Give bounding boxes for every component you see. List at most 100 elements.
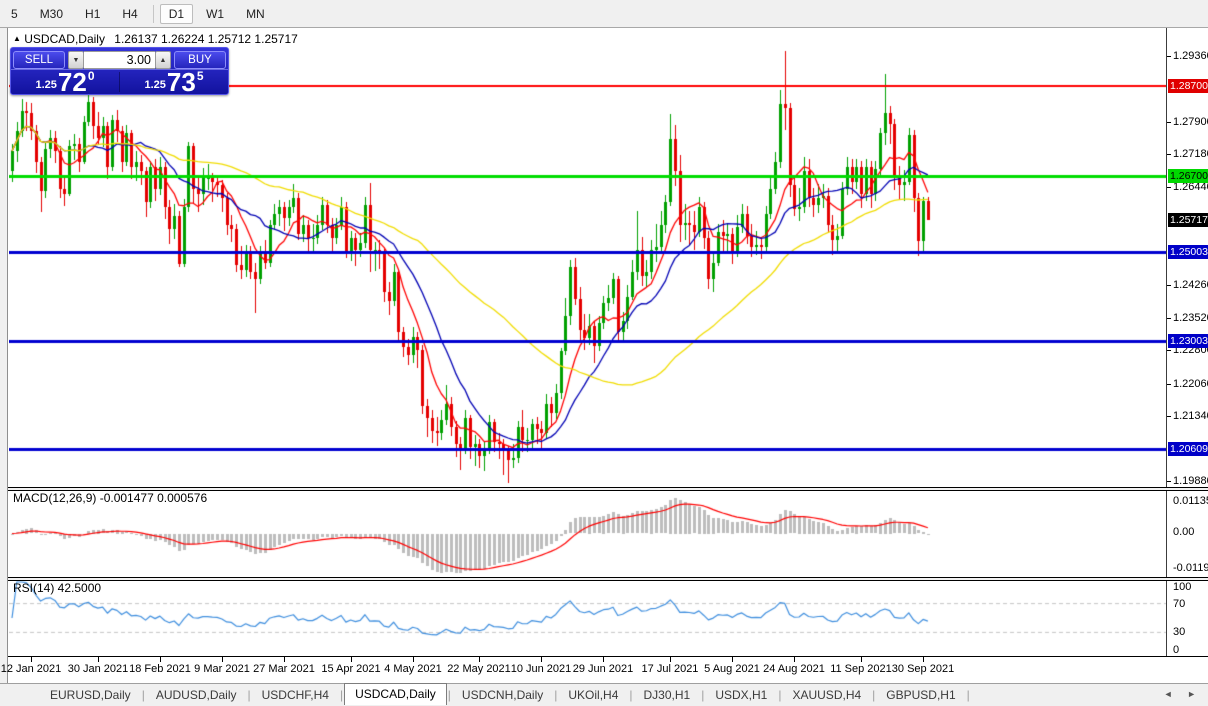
tab-separator: | [141, 688, 145, 702]
date-axis-tick [160, 657, 161, 662]
rsi-pane-bottom-border [8, 656, 1208, 657]
chart-ohlc-values: 1.26137 1.26224 1.25712 1.25717 [114, 32, 298, 46]
macd-pane-canvas[interactable] [9, 490, 1166, 577]
date-axis-label: 10 Jun 2021 [510, 663, 572, 675]
price-axis-tick [1167, 56, 1171, 57]
price-divider [119, 72, 120, 92]
sell-price-prefix: 1.25 [35, 79, 57, 91]
price-axis-label: 1.27180 [1173, 148, 1208, 161]
price-axis-tick [1167, 350, 1171, 351]
date-axis-tick [861, 657, 862, 662]
chart-window: ▲ USDCAD,Daily 1.26137 1.26224 1.25712 1… [0, 28, 1208, 683]
date-axis-tick [31, 657, 32, 662]
tab-separator: | [554, 688, 558, 702]
buy-price-button[interactable]: 1.25 73 5 [120, 67, 228, 97]
timeframe-button-H4[interactable]: H4 [122, 6, 138, 21]
tab-scroll-arrows[interactable]: ◄ ► [1163, 689, 1202, 699]
sell-price-button[interactable]: 1.25 72 0 [11, 69, 119, 95]
volume-spinner: ▼ 3.00 ▲ [68, 50, 171, 69]
tab-separator: | [629, 688, 633, 702]
price-axis[interactable]: 1.29360 1.27900 1.27180 1.26440 1.24260 1.235… [1166, 28, 1208, 657]
timeframe-button-D1[interactable]: D1 [159, 3, 194, 24]
pane-splitter-macd[interactable] [8, 487, 1208, 491]
date-axis-label: 22 May 2021 [447, 663, 511, 675]
date-axis[interactable]: 12 Jan 2021 30 Jan 2021 18 Feb 2021 9 Mar 2… [1, 657, 1208, 683]
date-axis-tick [284, 657, 285, 662]
price-axis-tick [1167, 285, 1171, 286]
price-axis-label: 1.21340 [1173, 409, 1208, 422]
volume-decrease-button[interactable]: ▼ [68, 50, 84, 69]
date-axis-label: 30 Jan 2021 [67, 663, 129, 675]
timeframe-button-5[interactable]: 5 [11, 6, 18, 21]
date-axis-label: 5 Aug 2021 [704, 663, 760, 675]
main-chart-canvas[interactable] [9, 30, 1166, 487]
price-axis-tick [1167, 318, 1171, 319]
chart-tab-USDCNH-Daily[interactable]: USDCNH,Daily [461, 688, 544, 702]
date-axis-label: 12 Jan 2021 [0, 663, 62, 675]
timeframe-button-MN[interactable]: MN [246, 6, 265, 21]
chart-tab-UKOil-H4[interactable]: UKOil,H4 [568, 688, 619, 702]
rsi-pane-canvas[interactable] [9, 580, 1166, 656]
rsi-axis-label: 30 [1173, 626, 1186, 639]
price-axis-label: 1.19880 [1173, 475, 1208, 488]
chart-tab-AUDUSD-Daily[interactable]: AUDUSD,Daily [155, 688, 237, 702]
date-axis-label: 29 Jun 2021 [572, 663, 634, 675]
chart-tab-EURUSD-Daily[interactable]: EURUSD,Daily [50, 688, 131, 702]
volume-increase-button[interactable]: ▲ [155, 50, 171, 69]
chart-tab-USDCAD-Daily[interactable]: USDCAD,Daily [344, 683, 447, 705]
tab-separator: | [966, 688, 970, 702]
date-axis-label: 9 Mar 2021 [194, 663, 250, 675]
price-axis-tick [1167, 187, 1171, 188]
price-axis-label: 1.24260 [1173, 278, 1208, 291]
date-axis-label: 27 Mar 2021 [253, 663, 315, 675]
price-axis-tick [1167, 154, 1171, 155]
chart-tab-XAUUSD-H4[interactable]: XAUUSD,H4 [792, 688, 862, 702]
date-axis-label: 11 Sep 2021 [830, 663, 892, 675]
date-axis-tick [98, 657, 99, 662]
timeframe-button-M30[interactable]: M30 [39, 6, 64, 21]
volume-input[interactable]: 3.00 [84, 50, 155, 69]
macd-axis-label: -0.01190 [1173, 562, 1208, 574]
buy-price-prefix: 1.25 [144, 79, 166, 91]
timeframe-toolbar: 5 M30 H1 H4 D1 W1 MN [0, 0, 1208, 28]
date-axis-tick [732, 657, 733, 662]
chart-tab-USDCHF-H4[interactable]: USDCHF,H4 [261, 688, 329, 702]
price-axis-tag: 1.25717 [1168, 212, 1208, 227]
toolbar-divider [152, 4, 154, 23]
date-axis-tick [794, 657, 795, 662]
sell-price-sup: 0 [87, 69, 95, 83]
collapse-panel-icon[interactable]: ▲ [13, 34, 21, 43]
date-axis-tick [670, 657, 671, 662]
chart-tab-USDX-H1[interactable]: USDX,H1 [715, 688, 768, 702]
buy-price-sup: 5 [196, 69, 204, 83]
price-axis-tag: 1.25003 [1168, 244, 1208, 259]
tab-separator: | [247, 688, 251, 702]
buy-button[interactable]: BUY [174, 50, 226, 69]
pane-splitter-rsi[interactable] [8, 577, 1208, 581]
tab-separator: | [447, 688, 451, 702]
date-axis-tick [351, 657, 352, 662]
price-axis-label: 1.23520 [1173, 312, 1208, 325]
rsi-axis-label: 70 [1173, 597, 1186, 610]
price-axis-tick [1167, 416, 1171, 417]
chart-tab-DJ30-H1[interactable]: DJ30,H1 [643, 688, 691, 702]
date-axis-tick [603, 657, 604, 662]
date-axis-tick [222, 657, 223, 662]
buy-price-big: 73 [166, 67, 196, 97]
date-axis-tick [479, 657, 480, 662]
date-axis-label: 4 May 2021 [384, 663, 442, 675]
timeframe-button-H1[interactable]: H1 [85, 6, 101, 21]
window-left-frame [0, 28, 8, 683]
date-axis-label: 15 Apr 2021 [321, 663, 381, 675]
date-axis-tick [541, 657, 542, 662]
macd-axis-label: 0.01135 [1173, 495, 1208, 507]
tab-separator: | [872, 688, 876, 702]
sell-button[interactable]: SELL [13, 50, 65, 69]
chart-tab-GBPUSD-H1[interactable]: GBPUSD,H1 [886, 688, 956, 702]
rsi-indicator-label: RSI(14) 42.5000 [13, 581, 102, 595]
date-axis-tick [923, 657, 924, 662]
timeframe-button-W1[interactable]: W1 [206, 6, 225, 21]
price-axis-label: 1.26440 [1173, 181, 1208, 194]
macd-indicator-label: MACD(12,26,9) -0.001477 0.000576 [13, 491, 208, 505]
